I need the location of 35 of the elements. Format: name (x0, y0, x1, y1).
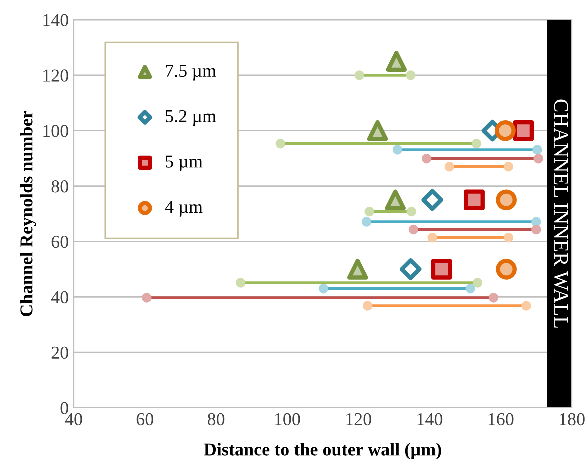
y-tick-label: 60 (52, 236, 68, 248)
point (495, 120, 516, 142)
point (385, 190, 406, 211)
point (422, 189, 444, 212)
legend-label: 4 µm (165, 201, 203, 217)
point (496, 259, 517, 280)
x-tick-label: 120 (346, 413, 372, 426)
point (386, 51, 408, 72)
x-tick-label: 100 (275, 413, 300, 426)
x-axis-title: Distance to the outer wall (µm) (204, 443, 442, 460)
y-tick-label: 100 (44, 125, 68, 138)
band-label: CHANNEL INNER WALL (554, 100, 568, 328)
legend-label: 7.5 µm (166, 65, 216, 81)
point (400, 258, 422, 280)
y-tick-label: 120 (44, 70, 68, 82)
x-tick-label: 40 (65, 413, 82, 426)
point (464, 190, 485, 211)
legend-label: 5 µm (166, 156, 203, 172)
y-axis-title: Channel Reynolds number (20, 111, 36, 316)
x-tick-label: 160 (488, 413, 514, 426)
x-tick-label: 80 (208, 413, 225, 426)
x-tick-label: 140 (418, 413, 443, 426)
point (513, 120, 534, 142)
legend-label: 5.2 µm (166, 110, 216, 126)
x-tick-label: 60 (136, 413, 154, 426)
point (347, 259, 368, 280)
x-tick-label: 180 (560, 413, 585, 426)
point (431, 259, 452, 280)
point (367, 120, 388, 142)
y-tick-label: 20 (52, 346, 68, 360)
y-tick-label: 0 (60, 402, 68, 414)
y-tick-label: 80 (52, 180, 68, 193)
y-tick-label: 40 (51, 291, 68, 304)
point (496, 190, 517, 211)
y-tick-label: 140 (44, 14, 68, 26)
